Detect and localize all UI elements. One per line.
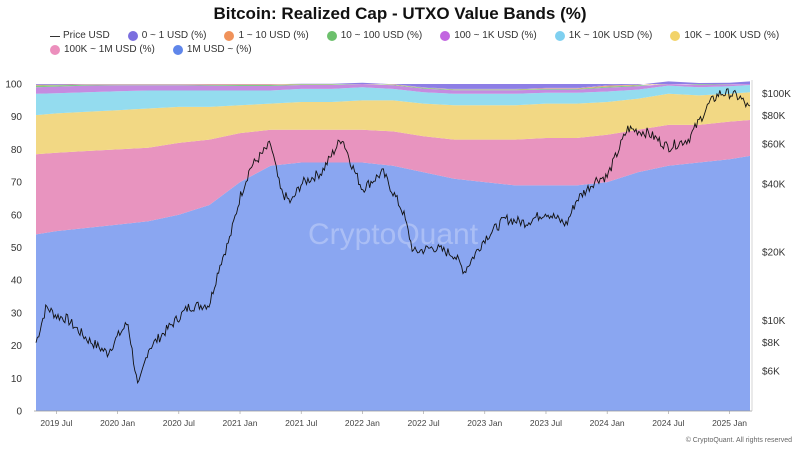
- legend-dot-marker: [440, 31, 451, 41]
- x-tick-label: 2022 Jul: [408, 418, 440, 428]
- y-tick-label-right: $6K: [762, 366, 780, 377]
- legend-item[interactable]: 10K ~ 100K USD (%): [670, 29, 779, 43]
- x-tick-label: 2023 Jul: [530, 418, 562, 428]
- legend-dot-marker: [326, 31, 337, 41]
- legend-label: 0 ~ 1 USD (%): [141, 30, 207, 41]
- x-tick-label: 2023 Jan: [467, 418, 502, 428]
- legend-dot-marker: [127, 31, 138, 41]
- y-tick-label-left: 80: [11, 145, 23, 156]
- y-tick-label-right: $80K: [762, 111, 786, 122]
- x-tick-label: 2022 Jan: [345, 418, 380, 428]
- y-tick-label-left: 0: [16, 407, 22, 418]
- y-tick-label-left: 90: [11, 112, 23, 123]
- legend-dot-marker: [50, 45, 60, 55]
- area-band-top: [36, 84, 750, 89]
- y-tick-label-right: $100K: [762, 89, 791, 100]
- legend-item[interactable]: 1K ~ 10K USD (%): [554, 29, 653, 43]
- x-tick-label: 2021 Jan: [223, 418, 258, 428]
- area-band: [36, 92, 750, 155]
- x-tick-label: 2024 Jan: [590, 418, 625, 428]
- legend-dot-marker: [224, 31, 235, 41]
- legend-label: 10 ~ 100 USD (%): [340, 30, 423, 41]
- copyright: © CryptoQuant. All rights reserved: [685, 437, 792, 444]
- legend-item[interactable]: 100 ~ 1K USD (%): [440, 29, 537, 43]
- y-tick-label-left: 70: [11, 178, 23, 189]
- legend-row-1: Price USD 0 ~ 1 USD (%) 1 ~ 10 USD (%) 10 ~…: [50, 29, 790, 43]
- legend-item[interactable]: 1 ~ 10 USD (%): [224, 29, 309, 43]
- legend-label: 1K ~ 10K USD (%): [568, 30, 653, 41]
- legend-dot-marker: [172, 45, 183, 55]
- y-tick-label-left: 50: [11, 243, 23, 254]
- y-tick-label-left: 60: [11, 210, 23, 221]
- x-tick-label: 2021 Jul: [285, 418, 317, 428]
- x-tick-label: 2019 Jul: [40, 418, 72, 428]
- x-tick-label: 2025 Jan: [712, 418, 747, 428]
- legend-label: 1M USD ~ (%): [186, 44, 252, 55]
- legend-label: 10K ~ 100K USD (%): [684, 30, 780, 41]
- legend-label: Price USD: [63, 30, 110, 41]
- price-line: [35, 88, 751, 385]
- area-band: [36, 120, 750, 235]
- y-tick-label-right: $40K: [762, 179, 786, 190]
- area-band: [36, 84, 750, 94]
- y-tick-label-left: 40: [11, 276, 23, 287]
- area-band: [36, 81, 750, 90]
- legend-label: 1 ~ 10 USD (%): [238, 30, 309, 41]
- legend-item[interactable]: 0 ~ 1 USD (%): [127, 29, 207, 43]
- x-tick-label: 2020 Jan: [100, 418, 135, 428]
- legend: Price USD 0 ~ 1 USD (%) 1 ~ 10 USD (%) 10 ~…: [50, 29, 790, 57]
- legend-label: 100 ~ 1K USD (%): [454, 30, 537, 41]
- legend-line-marker: [50, 35, 60, 37]
- legend-item[interactable]: 100K ~ 1M USD (%): [50, 43, 155, 57]
- legend-item[interactable]: 1M USD ~ (%): [172, 43, 252, 57]
- area-band: [36, 155, 750, 411]
- legend-dot-marker: [670, 31, 681, 41]
- y-tick-label-right: $10K: [762, 316, 786, 327]
- y-tick-label-left: 100: [5, 80, 22, 91]
- chart-title: Bitcoin: Realized Cap - UTXO Value Bands…: [213, 4, 587, 23]
- legend-row-2: 100K ~ 1M USD (%) 1M USD ~ (%): [50, 43, 790, 57]
- legend-label: 100K ~ 1M USD (%): [64, 44, 155, 55]
- y-tick-label-left: 20: [11, 341, 23, 352]
- y-tick-label-right: $60K: [762, 139, 786, 150]
- y-tick-label-left: 30: [11, 308, 23, 319]
- y-tick-label-left: 10: [11, 374, 23, 385]
- x-tick-label: 2020 Jul: [163, 418, 195, 428]
- y-tick-label-right: $8K: [762, 338, 780, 349]
- legend-dot-marker: [554, 31, 565, 41]
- legend-item[interactable]: Price USD: [50, 29, 110, 43]
- x-tick-label: 2024 Jul: [652, 418, 684, 428]
- area-band: [36, 85, 750, 116]
- legend-item[interactable]: 10 ~ 100 USD (%): [326, 29, 423, 43]
- watermark: CryptoQuant: [308, 218, 479, 251]
- y-tick-label-right: $20K: [762, 248, 786, 259]
